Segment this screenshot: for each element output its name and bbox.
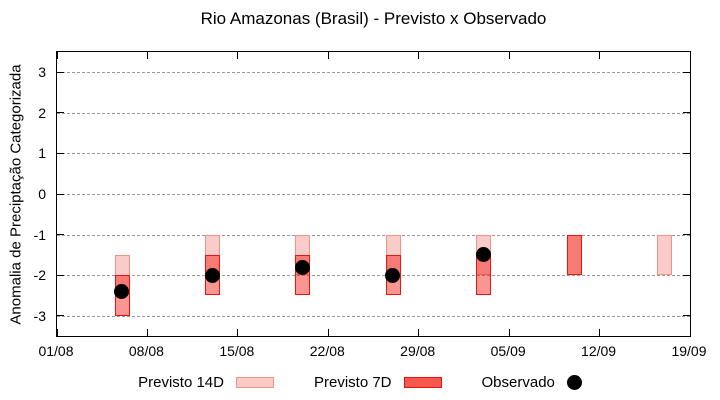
x-tick-bottom — [689, 329, 691, 336]
y-tick-label: -3 — [33, 307, 46, 324]
y-tick-label: -2 — [33, 267, 46, 284]
x-tick-bottom — [327, 329, 329, 336]
x-tick-top — [327, 52, 329, 59]
x-tick-label: 08/08 — [128, 343, 164, 359]
y-tick-left — [57, 274, 64, 276]
previsto-7d-swatch — [403, 377, 442, 388]
x-tick-top — [237, 52, 239, 59]
legend-label-observado: Observado — [481, 374, 555, 391]
x-tick-top — [418, 52, 420, 59]
x-tick-label: 12/09 — [581, 343, 617, 359]
legend-item-previsto-7d: Previsto 7D — [314, 374, 442, 391]
y-tick-left — [57, 152, 64, 154]
observado-point — [114, 283, 130, 299]
x-tick-label: 05/09 — [490, 343, 526, 359]
previsto-14d-bar — [657, 234, 673, 276]
x-tick-top — [689, 52, 691, 59]
y-tick-left — [57, 234, 64, 236]
y-tick-right — [683, 315, 690, 317]
y-tick-left — [57, 193, 64, 195]
y-tick-right — [683, 274, 690, 276]
plot-area — [56, 51, 691, 337]
x-tick-label: 29/08 — [400, 343, 436, 359]
gridline-y2 — [57, 112, 690, 114]
x-tick-bottom — [56, 329, 58, 336]
y-tick-label: -1 — [33, 226, 46, 243]
x-tick-bottom — [508, 329, 510, 336]
chart-title: Rio Amazonas (Brasil) - Previsto x Obser… — [200, 9, 547, 28]
observado-dot-swatch — [566, 375, 582, 390]
gridline-y1 — [57, 153, 690, 155]
x-tick-top — [508, 52, 510, 59]
x-tick-label: 01/08 — [38, 343, 74, 359]
x-tick-label: 15/08 — [219, 343, 255, 359]
x-tick-label: 22/08 — [309, 343, 345, 359]
y-tick-right — [683, 112, 690, 114]
y-tick-right — [683, 234, 690, 236]
legend-item-observado: Observado — [482, 374, 582, 391]
legend: Previsto 14D Previsto 7D Observado — [0, 374, 720, 391]
x-tick-bottom — [237, 329, 239, 336]
y-tick-right — [683, 71, 690, 73]
y-tick-label: 3 — [38, 64, 46, 81]
x-tick-label: 19/09 — [671, 343, 707, 359]
gridline-y-3 — [57, 315, 690, 317]
x-tick-top — [56, 52, 58, 59]
y-tick-right — [683, 152, 690, 154]
x-tick-bottom — [418, 329, 420, 336]
legend-label-previsto-7d: Previsto 7D — [313, 374, 392, 391]
observado-point — [385, 267, 401, 283]
x-tick-bottom — [599, 329, 601, 336]
y-tick-label: 1 — [38, 145, 46, 162]
y-tick-left — [57, 112, 64, 114]
legend-item-previsto-14d: Previsto 14D — [138, 374, 274, 391]
observado-point — [475, 247, 491, 263]
previsto-14d-swatch — [235, 377, 274, 388]
legend-label-previsto-14d: Previsto 14D — [138, 374, 224, 391]
x-tick-top — [146, 52, 148, 59]
observado-point — [294, 259, 310, 275]
y-tick-left — [57, 315, 64, 317]
gridline-y-1 — [57, 234, 690, 236]
gridline-y3 — [57, 72, 690, 74]
y-tick-left — [57, 71, 64, 73]
gridline-y0 — [57, 194, 690, 195]
y-tick-label: 0 — [38, 186, 46, 202]
y-tick-right — [683, 193, 690, 195]
gridline-y-2 — [57, 275, 690, 277]
x-tick-top — [599, 52, 601, 59]
y-tick-label: 2 — [38, 104, 46, 121]
x-tick-bottom — [146, 329, 148, 336]
previsto-7d-bar — [566, 234, 582, 276]
observado-point — [204, 267, 220, 283]
